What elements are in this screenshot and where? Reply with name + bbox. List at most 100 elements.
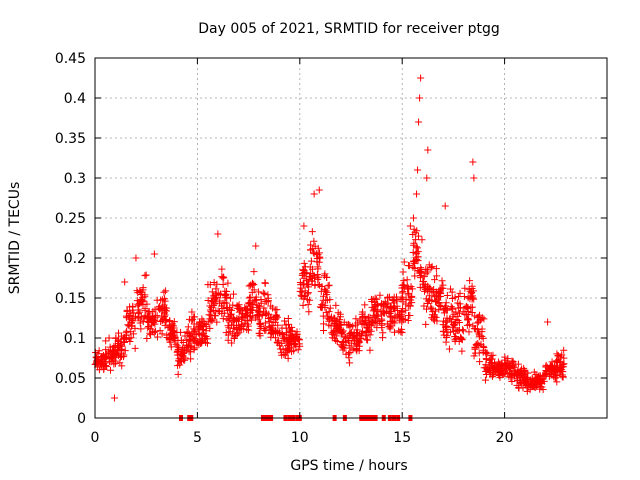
- data-point: [515, 384, 523, 392]
- data-point: [316, 254, 324, 262]
- data-point: [257, 296, 265, 304]
- data-point: [286, 344, 294, 352]
- data-point: [249, 312, 257, 320]
- data-point: [185, 315, 193, 323]
- data-point: [136, 319, 144, 327]
- data-point: [389, 305, 397, 313]
- data-point: [409, 214, 417, 222]
- data-point: [458, 347, 466, 355]
- data-point: [218, 265, 226, 273]
- x-tick-label: 15: [393, 430, 411, 446]
- data-point: [174, 357, 182, 365]
- data-point: [292, 342, 300, 350]
- grid-lines: [95, 58, 607, 418]
- data-point: [363, 336, 371, 344]
- data-point: [444, 328, 452, 336]
- data-point: [399, 316, 407, 324]
- data-point: [470, 174, 478, 182]
- y-tick-label: 0.25: [55, 211, 86, 227]
- data-point: [521, 378, 529, 386]
- data-point: [196, 330, 204, 338]
- data-point: [252, 242, 260, 250]
- data-point: [438, 277, 446, 285]
- data-point: [480, 315, 488, 323]
- data-point: [261, 319, 269, 327]
- data-point: [349, 322, 357, 330]
- data-point: [314, 265, 322, 273]
- data-point: [494, 366, 502, 374]
- data-point: [328, 329, 336, 337]
- data-point: [451, 293, 459, 301]
- data-point: [524, 384, 532, 392]
- data-point: [371, 319, 379, 327]
- data-point: [413, 190, 421, 198]
- data-point: [372, 311, 380, 319]
- data-point: [305, 308, 313, 316]
- data-point: [231, 331, 239, 339]
- data-point: [500, 370, 508, 378]
- data-point: [117, 332, 125, 340]
- data-point: [424, 300, 432, 308]
- data-point: [118, 353, 126, 361]
- data-point: [191, 334, 199, 342]
- data-point: [216, 297, 224, 305]
- data-point: [313, 270, 321, 278]
- data-point: [304, 289, 312, 297]
- data-point: [339, 343, 347, 351]
- y-tick-label: 0.15: [55, 291, 86, 307]
- y-tick-label: 0.4: [64, 91, 86, 107]
- data-point: [433, 317, 441, 325]
- data-point: [198, 315, 206, 323]
- data-point: [115, 329, 123, 337]
- data-point: [223, 293, 231, 301]
- data-point: [299, 301, 307, 309]
- data-point: [185, 342, 193, 350]
- data-point: [255, 288, 263, 296]
- data-point: [432, 313, 440, 321]
- data-point: [144, 317, 152, 325]
- data-point: [422, 320, 430, 328]
- data-point: [316, 303, 324, 311]
- data-point: [315, 186, 323, 194]
- data-point: [208, 316, 216, 324]
- data-point: [201, 332, 209, 340]
- data-point: [399, 268, 407, 276]
- data-point: [286, 337, 294, 345]
- data-point: [219, 281, 227, 289]
- data-point: [481, 376, 489, 384]
- data-point: [308, 228, 316, 236]
- data-point: [428, 296, 436, 304]
- data-point: [164, 324, 172, 332]
- data-point: [300, 222, 308, 230]
- y-tick-label: 0.05: [55, 371, 86, 387]
- data-point: [451, 333, 459, 341]
- data-point: [235, 301, 243, 309]
- data-point: [97, 360, 105, 368]
- data-point: [335, 316, 343, 324]
- data-point: [114, 342, 122, 350]
- data-point: [279, 334, 287, 342]
- data-point: [518, 372, 526, 380]
- data-point: [398, 307, 406, 315]
- data-point: [399, 305, 407, 313]
- data-point: [337, 329, 345, 337]
- data-point: [315, 258, 323, 266]
- data-point: [127, 334, 135, 342]
- data-point: [228, 318, 236, 326]
- data-point: [389, 318, 397, 326]
- data-point: [326, 304, 334, 312]
- data-point: [471, 312, 479, 320]
- x-tick-label: 0: [91, 430, 100, 446]
- data-point: [307, 257, 315, 265]
- data-point: [459, 327, 467, 335]
- data-point: [388, 317, 396, 325]
- data-point: [146, 329, 154, 337]
- data-point: [326, 296, 334, 304]
- data-point: [188, 308, 196, 316]
- data-point: [393, 302, 401, 310]
- plot-frame: [94, 57, 608, 419]
- data-point: [553, 357, 561, 365]
- data-point: [410, 241, 418, 249]
- data-point: [393, 293, 401, 301]
